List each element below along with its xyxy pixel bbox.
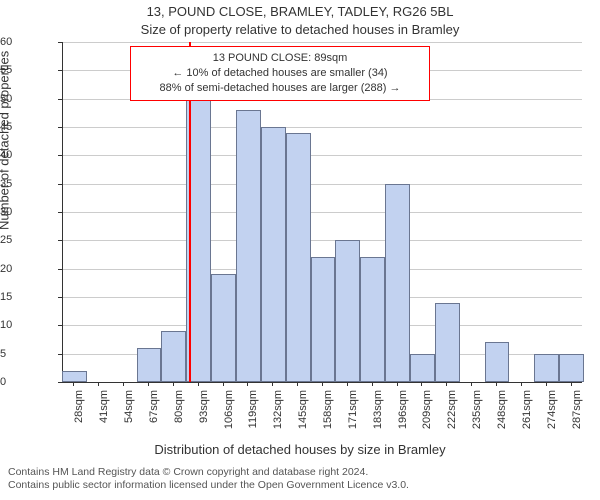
x-tick-mark — [521, 382, 522, 386]
x-tick-mark — [397, 382, 398, 386]
histogram-bar — [485, 342, 510, 382]
x-tick-label: 287sqm — [571, 390, 583, 429]
x-tick-mark — [198, 382, 199, 386]
histogram-bar — [236, 110, 261, 382]
y-tick-label: 50 — [0, 93, 56, 105]
histogram-bar — [410, 354, 435, 382]
x-tick-mark — [173, 382, 174, 386]
annotation-box: 13 POUND CLOSE: 89sqm ← 10% of detached … — [130, 46, 430, 101]
histogram-bar — [161, 331, 186, 382]
x-tick-label: 132sqm — [272, 390, 284, 429]
x-tick-mark — [421, 382, 422, 386]
x-tick-label: 28sqm — [73, 390, 85, 423]
x-tick-label: 93sqm — [198, 390, 210, 423]
annotation-line3: 88% of semi-detached houses are larger (… — [139, 81, 421, 96]
x-tick-label: 209sqm — [421, 390, 433, 429]
histogram-bar — [211, 274, 236, 382]
x-tick-mark — [98, 382, 99, 386]
annotation-line1: 13 POUND CLOSE: 89sqm — [139, 51, 421, 66]
y-tick-label: 35 — [0, 178, 56, 190]
x-tick-mark — [148, 382, 149, 386]
y-tick-label: 15 — [0, 291, 56, 303]
chart-title-address: 13, POUND CLOSE, BRAMLEY, TADLEY, RG26 5… — [0, 4, 600, 19]
histogram-bar — [360, 257, 385, 382]
x-tick-mark — [446, 382, 447, 386]
x-tick-label: 119sqm — [247, 390, 259, 428]
x-tick-label: 145sqm — [297, 390, 309, 429]
histogram-bar — [311, 257, 336, 382]
x-tick-mark — [347, 382, 348, 386]
x-tick-label: 171sqm — [347, 390, 359, 429]
x-tick-mark — [372, 382, 373, 386]
histogram-bar — [286, 133, 311, 382]
y-tick-label: 0 — [0, 376, 56, 388]
x-tick-mark — [123, 382, 124, 386]
y-tick-mark — [58, 382, 62, 383]
x-tick-mark — [546, 382, 547, 386]
x-tick-mark — [322, 382, 323, 386]
y-tick-label: 55 — [0, 64, 56, 76]
x-tick-label: 222sqm — [446, 390, 458, 429]
histogram-bar — [62, 371, 87, 382]
x-tick-label: 183sqm — [372, 390, 384, 429]
y-tick-label: 5 — [0, 348, 56, 360]
attribution-text: Contains HM Land Registry data © Crown c… — [8, 466, 409, 492]
annotation-line2: ← 10% of detached houses are smaller (34… — [139, 66, 421, 81]
y-tick-label: 40 — [0, 149, 56, 161]
x-tick-label: 80sqm — [173, 390, 185, 423]
histogram-bar — [335, 240, 360, 382]
histogram-bar — [534, 354, 559, 382]
histogram-bar — [385, 184, 410, 382]
x-tick-mark — [272, 382, 273, 386]
y-axis-label: Number of detached properties — [0, 51, 12, 230]
x-axis-label: Distribution of detached houses by size … — [0, 442, 600, 457]
y-tick-label: 45 — [0, 121, 56, 133]
attribution-line2: Contains public sector information licen… — [8, 479, 409, 492]
histogram-bar — [137, 348, 162, 382]
y-tick-label: 60 — [0, 36, 56, 48]
x-tick-mark — [73, 382, 74, 386]
histogram-bar — [435, 303, 460, 382]
x-tick-label: 235sqm — [471, 390, 483, 429]
x-tick-mark — [223, 382, 224, 386]
x-tick-label: 261sqm — [521, 390, 533, 429]
y-tick-label: 10 — [0, 319, 56, 331]
x-tick-mark — [297, 382, 298, 386]
x-tick-mark — [471, 382, 472, 386]
histogram-bar — [559, 354, 584, 382]
x-tick-mark — [571, 382, 572, 386]
x-tick-mark — [496, 382, 497, 386]
y-tick-label: 25 — [0, 234, 56, 246]
x-tick-label: 54sqm — [123, 390, 135, 423]
x-tick-label: 248sqm — [496, 390, 508, 429]
x-tick-label: 158sqm — [322, 390, 334, 429]
y-tick-label: 20 — [0, 263, 56, 275]
x-tick-label: 67sqm — [148, 390, 160, 423]
y-tick-label: 30 — [0, 206, 56, 218]
attribution-line1: Contains HM Land Registry data © Crown c… — [8, 466, 409, 479]
x-tick-mark — [247, 382, 248, 386]
x-tick-label: 106sqm — [223, 390, 235, 429]
chart-title-description: Size of property relative to detached ho… — [0, 22, 600, 37]
x-tick-label: 196sqm — [397, 390, 409, 429]
x-tick-label: 274sqm — [546, 390, 558, 429]
x-tick-label: 41sqm — [98, 390, 110, 423]
histogram-bar — [261, 127, 286, 382]
